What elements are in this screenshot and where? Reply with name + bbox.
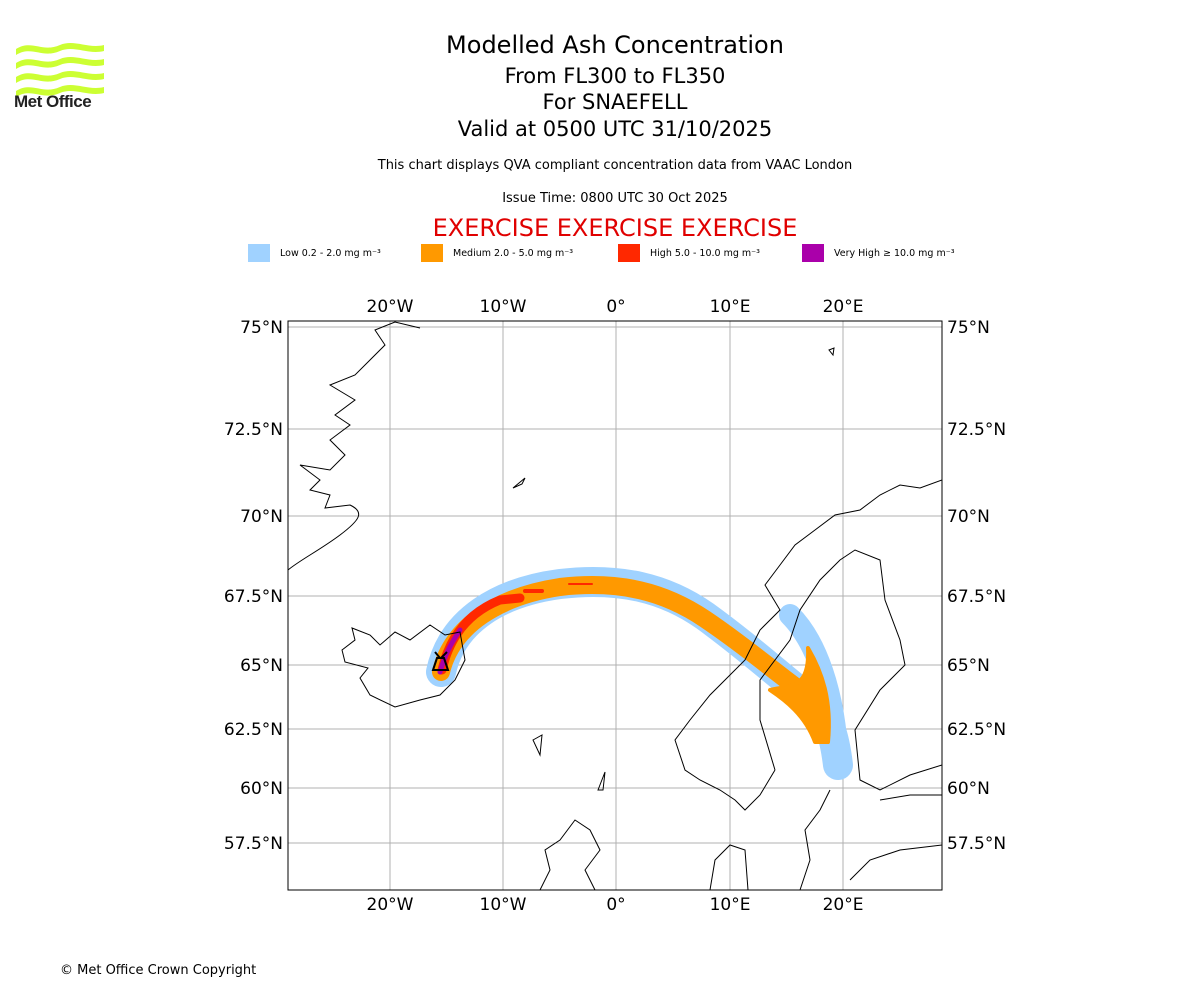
legend-label: Medium 2.0 - 5.0 mg m⁻³	[453, 247, 574, 259]
flight-levels: From FL300 to FL350	[504, 64, 726, 88]
lon-label: 0°	[606, 895, 625, 915]
graticule	[288, 321, 942, 890]
legend-label: Very High ≥ 10.0 mg m⁻³	[834, 247, 955, 259]
lat-label: 67.5°N	[947, 587, 1006, 607]
map-frame	[287, 320, 943, 891]
legend-low: Low 0.2 - 2.0 mg m⁻³	[248, 244, 381, 262]
valid-time: Valid at 0500 UTC 31/10/2025	[457, 117, 773, 141]
coastlines	[288, 321, 942, 890]
volcano-name: For SNAEFELL	[542, 90, 688, 114]
scandinavia-coast	[674, 479, 942, 811]
logo-text: Met Office	[14, 92, 92, 111]
lon-labels-bottom: 20°W 10°W 0° 10°E 20°E	[367, 895, 864, 915]
met-office-logo	[16, 43, 104, 97]
legend-high: High 5.0 - 10.0 mg m⁻³	[618, 244, 760, 262]
lon-label: 10°E	[710, 297, 751, 317]
lat-label: 75°N	[240, 318, 283, 338]
lat-label: 57.5°N	[224, 834, 283, 854]
scotland-coast	[539, 819, 601, 890]
sweden-finland-border	[759, 549, 942, 791]
legend-swatch	[248, 244, 270, 262]
plume-medium-blob	[768, 646, 831, 744]
lat-labels-left: 75°N 72.5°N 70°N 67.5°N 65°N 62.5°N 60°N…	[224, 318, 283, 854]
chart-title: Modelled Ash Concentration	[446, 31, 784, 59]
lat-label: 67.5°N	[224, 587, 283, 607]
lon-label: 20°W	[367, 297, 414, 317]
denmark-coast	[709, 844, 749, 890]
ash-plume	[426, 567, 853, 780]
lat-label: 70°N	[947, 507, 990, 527]
legend-label: Low 0.2 - 2.0 mg m⁻³	[280, 247, 381, 259]
legend-swatch	[618, 244, 640, 262]
lat-label: 65°N	[947, 656, 990, 676]
lat-label: 60°N	[240, 779, 283, 799]
lon-label: 10°E	[710, 895, 751, 915]
plume-medium	[432, 576, 809, 699]
lat-label: 75°N	[947, 318, 990, 338]
lat-labels-right: 75°N 72.5°N 70°N 67.5°N 65°N 62.5°N 60°N…	[947, 318, 1006, 854]
issue-time: Issue Time: 0800 UTC 30 Oct 2025	[502, 191, 728, 206]
lat-label: 72.5°N	[224, 420, 283, 440]
legend-swatch	[421, 244, 443, 262]
lon-label: 0°	[606, 297, 625, 317]
greenland-coast	[288, 321, 421, 571]
lon-labels-top: 20°W 10°W 0° 10°E 20°E	[367, 297, 864, 317]
lon-label: 20°E	[823, 297, 864, 317]
plume-very-high	[437, 627, 463, 675]
lat-label: 57.5°N	[947, 834, 1006, 854]
legend-very-high: Very High ≥ 10.0 mg m⁻³	[802, 244, 955, 262]
faroes	[532, 734, 543, 757]
shetland	[597, 771, 606, 791]
copyright: © Met Office Crown Copyright	[60, 963, 257, 978]
qva-note: This chart displays QVA compliant concen…	[377, 158, 853, 173]
legend-swatch	[802, 244, 824, 262]
lon-label: 10°W	[480, 895, 527, 915]
plume-low-tongue	[779, 604, 849, 776]
svalbard-islet	[828, 347, 835, 357]
lat-label: 72.5°N	[947, 420, 1006, 440]
legend-medium: Medium 2.0 - 5.0 mg m⁻³	[421, 244, 573, 262]
legend-label: High 5.0 - 10.0 mg m⁻³	[650, 247, 760, 259]
baltic-coast	[799, 789, 942, 890]
lat-label: 65°N	[240, 656, 283, 676]
lat-label: 62.5°N	[224, 720, 283, 740]
iceland-coast	[341, 624, 466, 708]
lat-label: 60°N	[947, 779, 990, 799]
lat-label: 70°N	[240, 507, 283, 527]
lon-label: 10°W	[480, 297, 527, 317]
lat-label: 62.5°N	[947, 720, 1006, 740]
jan-mayen	[512, 477, 526, 489]
exercise-banner: EXERCISE EXERCISE EXERCISE	[432, 214, 798, 242]
lon-label: 20°E	[823, 895, 864, 915]
lon-label: 20°W	[367, 895, 414, 915]
volcano-marker	[431, 651, 450, 671]
